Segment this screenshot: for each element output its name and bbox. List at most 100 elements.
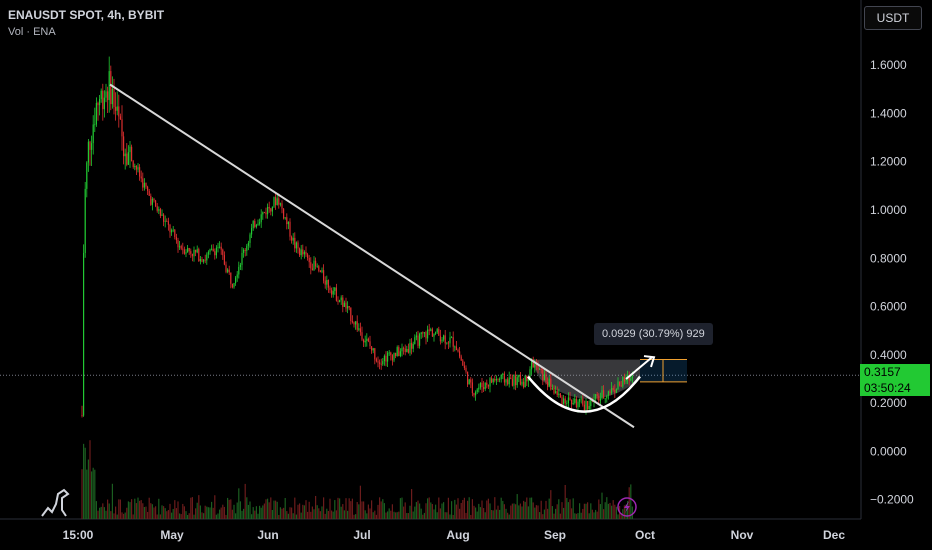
candle-body xyxy=(123,136,125,157)
candle-body xyxy=(174,229,176,238)
volume-bar xyxy=(113,513,115,519)
currency-button[interactable]: USDT xyxy=(864,6,922,30)
candle-body xyxy=(630,378,632,381)
candle-body xyxy=(367,338,369,342)
candle-body xyxy=(375,359,377,362)
dino-logo-icon xyxy=(41,488,70,517)
candle-body xyxy=(323,270,325,281)
volume-bar xyxy=(303,505,305,519)
volume-bar xyxy=(92,467,94,519)
volume-bar xyxy=(316,505,318,519)
volume-bar xyxy=(166,511,168,519)
volume-bar xyxy=(247,504,249,519)
volume-bar xyxy=(457,498,459,519)
volume-bar xyxy=(500,497,502,519)
volume-bar xyxy=(246,497,248,519)
volume-bar xyxy=(180,514,182,519)
volume-bar xyxy=(379,497,381,519)
candle-body xyxy=(251,228,253,235)
candle-body xyxy=(631,376,633,379)
candle-body xyxy=(135,165,137,170)
candle-body xyxy=(180,246,182,249)
candle-body xyxy=(491,378,493,383)
candle-body xyxy=(313,260,315,271)
candle-body xyxy=(422,332,424,334)
price-tick-label: −0.2000 xyxy=(870,493,914,507)
candle-body xyxy=(295,242,297,249)
volume-bar xyxy=(315,495,317,519)
candle-body xyxy=(212,248,214,252)
volume-bar xyxy=(337,497,339,519)
candle-body xyxy=(411,342,413,349)
candle-body xyxy=(399,351,401,356)
candle-body xyxy=(478,387,480,390)
candle-body xyxy=(601,390,603,399)
candle-body xyxy=(139,167,141,177)
candle-body xyxy=(577,401,579,408)
candle-body xyxy=(150,195,152,205)
candle-body xyxy=(559,393,561,398)
volume-bar xyxy=(543,509,545,519)
volume-bar xyxy=(276,501,278,519)
volume-bar xyxy=(235,513,237,519)
candle-body xyxy=(259,222,261,224)
volume-bar xyxy=(311,506,313,519)
volume-bar xyxy=(569,499,571,519)
volume-bar xyxy=(601,492,603,519)
volume-bar xyxy=(603,509,605,519)
candle-body xyxy=(81,415,83,416)
candle-body xyxy=(116,106,118,111)
candle-body xyxy=(140,176,142,179)
candle-body xyxy=(284,217,286,219)
volume-bar xyxy=(425,503,427,519)
candle-body xyxy=(97,103,99,106)
candle-body xyxy=(611,387,613,393)
trendline[interactable] xyxy=(109,83,635,429)
candle-body xyxy=(315,260,317,267)
volume-bar xyxy=(452,514,454,519)
volume-bar xyxy=(145,506,147,519)
volume-bar xyxy=(169,503,171,519)
cup-arc[interactable] xyxy=(527,375,641,413)
candle-body xyxy=(300,249,302,256)
candle-body xyxy=(297,242,299,249)
candle-body xyxy=(113,88,115,107)
volume-bar xyxy=(100,506,102,519)
candle-body xyxy=(311,268,313,271)
candle-body xyxy=(412,343,414,349)
candle-body xyxy=(155,200,157,207)
volume-bar xyxy=(297,504,299,519)
volume-bar xyxy=(473,505,475,519)
volume-bar xyxy=(193,514,195,519)
volume-bar xyxy=(340,506,342,519)
candle-body xyxy=(407,348,409,353)
volume-bar xyxy=(251,514,253,519)
candle-body xyxy=(183,249,185,254)
volume-bar xyxy=(484,512,486,519)
volume-bar xyxy=(265,499,267,519)
volume-bar xyxy=(238,488,240,519)
volume-bar xyxy=(364,510,366,519)
candle-body xyxy=(441,339,443,342)
candle-body xyxy=(379,362,381,364)
candle-body xyxy=(198,249,200,262)
candle-body xyxy=(595,394,597,399)
volume-bar xyxy=(188,513,190,519)
lightning-icon[interactable] xyxy=(617,497,637,517)
candle-body xyxy=(187,247,189,253)
volume-bar xyxy=(351,498,353,519)
candle-body xyxy=(337,300,339,302)
volume-bar xyxy=(420,508,422,519)
volume-bar xyxy=(140,500,142,519)
candle-body xyxy=(172,229,174,231)
candle-body xyxy=(369,341,371,347)
candle-body xyxy=(334,287,336,292)
candle-body xyxy=(254,220,256,227)
volume-bar xyxy=(163,506,165,519)
candle-body xyxy=(561,397,563,405)
candle-body xyxy=(142,178,144,188)
volume-bar xyxy=(164,508,166,519)
volume-bar xyxy=(286,511,288,519)
candle-body xyxy=(118,106,120,117)
